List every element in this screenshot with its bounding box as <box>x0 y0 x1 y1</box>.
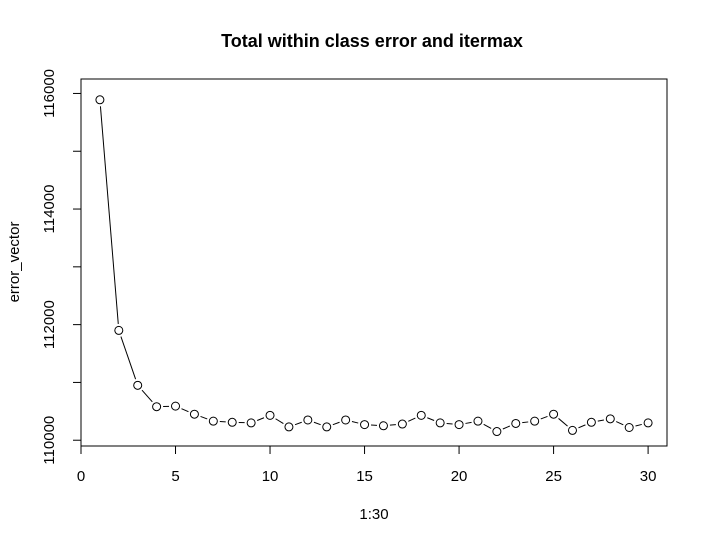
y-tick-label: 116000 <box>41 69 58 118</box>
data-point <box>171 401 181 411</box>
plot-frame <box>80 78 668 447</box>
series-segment <box>540 415 548 420</box>
data-point <box>643 418 653 428</box>
series-segment <box>578 424 586 429</box>
data-point <box>322 422 332 432</box>
series-segment <box>502 425 510 430</box>
series-segment <box>427 417 435 421</box>
series-line <box>99 106 642 430</box>
series-segment <box>181 408 189 413</box>
data-point <box>189 409 199 419</box>
data-point <box>511 418 521 428</box>
data-point <box>114 325 124 335</box>
series-segment <box>332 421 340 426</box>
data-point <box>454 420 464 430</box>
data-point <box>360 420 370 430</box>
data-point <box>530 416 540 426</box>
series-segment <box>313 421 321 426</box>
x-tick-label: 30 <box>640 468 657 485</box>
series-segment <box>351 421 359 424</box>
x-axis: 0 5 10 15 20 25 30 <box>77 445 657 485</box>
series-segment <box>294 421 302 426</box>
x-axis-label: 1:30 <box>359 506 388 523</box>
data-point <box>473 416 483 426</box>
y-tick-label: 114000 <box>41 185 58 234</box>
data-point <box>341 415 351 425</box>
data-point <box>416 410 426 420</box>
data-point <box>227 417 237 427</box>
x-tick-label: 0 <box>77 468 85 485</box>
data-point <box>492 427 502 437</box>
series-segment <box>141 389 153 403</box>
x-tick-label: 10 <box>262 468 279 485</box>
x-tick-label: 20 <box>451 468 468 485</box>
x-tick-label: 15 <box>356 468 373 485</box>
data-point <box>378 421 388 431</box>
y-axis-label: error_vector <box>6 222 23 303</box>
data-point <box>133 380 143 390</box>
data-point <box>152 402 162 412</box>
data-point <box>549 409 559 419</box>
x-tick-label: 25 <box>545 468 562 485</box>
data-point <box>303 415 313 425</box>
series-segment <box>99 106 119 324</box>
data-point <box>95 95 105 105</box>
data-point <box>397 419 407 429</box>
series-segment <box>120 336 137 380</box>
x-tick-label: 5 <box>171 468 179 485</box>
data-point <box>624 423 634 433</box>
y-axis: 110000 112000 114000 116000 <box>41 69 82 465</box>
y-tick-label: 110000 <box>41 416 58 465</box>
data-point <box>567 425 577 435</box>
data-point <box>208 416 218 426</box>
series-segment <box>446 422 453 425</box>
series-segment <box>389 424 396 426</box>
chart-title: Total within class error and itermax <box>221 31 523 51</box>
series-segment <box>465 421 472 424</box>
series-points <box>95 95 653 437</box>
series-segment <box>408 417 416 422</box>
series-segment <box>597 419 604 422</box>
data-point <box>586 417 596 427</box>
series-segment <box>522 421 529 424</box>
series-segment <box>635 423 642 427</box>
data-point <box>265 410 275 420</box>
data-point <box>246 418 256 428</box>
series-segment <box>483 423 492 429</box>
series-segment <box>256 417 265 421</box>
data-point <box>284 422 294 432</box>
y-tick-label: 112000 <box>41 300 58 349</box>
data-point <box>435 418 445 428</box>
series-segment <box>615 421 624 426</box>
series-segment <box>558 418 568 427</box>
data-point <box>605 414 615 424</box>
series-segment <box>275 418 284 424</box>
series-segment <box>200 415 208 420</box>
